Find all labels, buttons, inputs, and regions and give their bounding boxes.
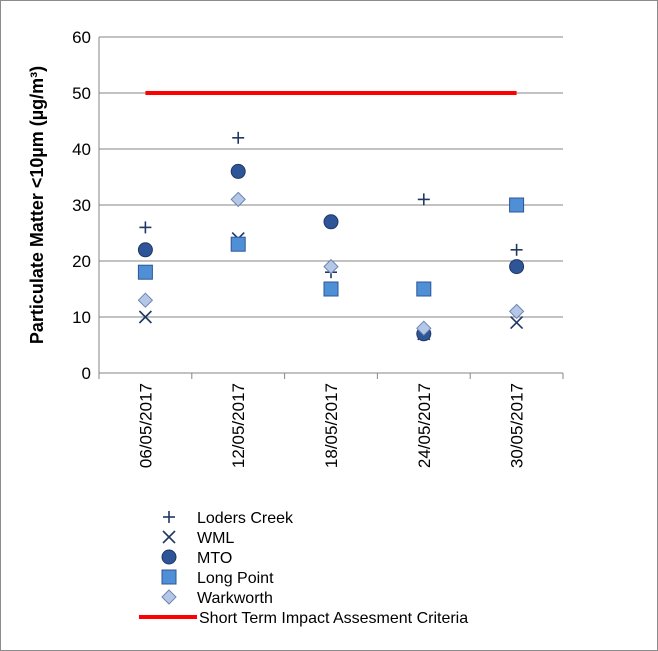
x-tick-label: 30/05/2017 bbox=[508, 383, 527, 468]
y-tick-label: 30 bbox=[72, 196, 91, 215]
data-point bbox=[138, 310, 152, 324]
y-tick-label: 0 bbox=[82, 364, 91, 383]
legend-label: WML bbox=[197, 530, 234, 547]
x-tick-label: 24/05/2017 bbox=[415, 383, 434, 468]
legend-marker bbox=[162, 530, 176, 544]
data-point bbox=[323, 281, 339, 297]
legend-label: MTO bbox=[197, 550, 232, 567]
data-point bbox=[232, 131, 245, 144]
data-point bbox=[416, 320, 432, 336]
legend-marker bbox=[161, 589, 177, 605]
data-point bbox=[230, 236, 246, 252]
legend-marker bbox=[163, 511, 175, 523]
x-tick-label: 18/05/2017 bbox=[322, 383, 341, 468]
legend-label: Loders Creek bbox=[197, 510, 294, 527]
data-point bbox=[230, 163, 246, 179]
data-point bbox=[510, 316, 524, 330]
data-point bbox=[509, 197, 525, 213]
data-point bbox=[323, 214, 339, 230]
y-tick-label: 50 bbox=[72, 84, 91, 103]
data-point bbox=[509, 259, 525, 275]
data-point bbox=[416, 281, 432, 297]
y-tick-label: 40 bbox=[72, 140, 91, 159]
legend-marker bbox=[161, 569, 177, 585]
data-point bbox=[417, 193, 430, 206]
y-tick-label: 10 bbox=[72, 308, 91, 327]
y-tick-label: 60 bbox=[72, 28, 91, 47]
legend-marker bbox=[161, 549, 177, 565]
y-tick-label: 20 bbox=[72, 252, 91, 271]
x-tick-label: 06/05/2017 bbox=[136, 383, 155, 468]
data-point bbox=[137, 292, 154, 308]
data-point bbox=[323, 258, 339, 275]
data-point bbox=[137, 264, 153, 280]
data-point bbox=[137, 242, 153, 258]
y-axis-title: Particulate Matter <10µm (µg/m³) bbox=[27, 66, 47, 344]
legend-label: Short Term Impact Assesment Criteria bbox=[199, 610, 468, 627]
data-point bbox=[230, 191, 246, 208]
legend-label: Long Point bbox=[197, 570, 274, 587]
data-point bbox=[508, 303, 525, 320]
data-point bbox=[139, 221, 152, 234]
legend-label: Warkworth bbox=[197, 590, 273, 607]
data-point bbox=[510, 243, 523, 256]
x-tick-label: 12/05/2017 bbox=[229, 383, 248, 468]
